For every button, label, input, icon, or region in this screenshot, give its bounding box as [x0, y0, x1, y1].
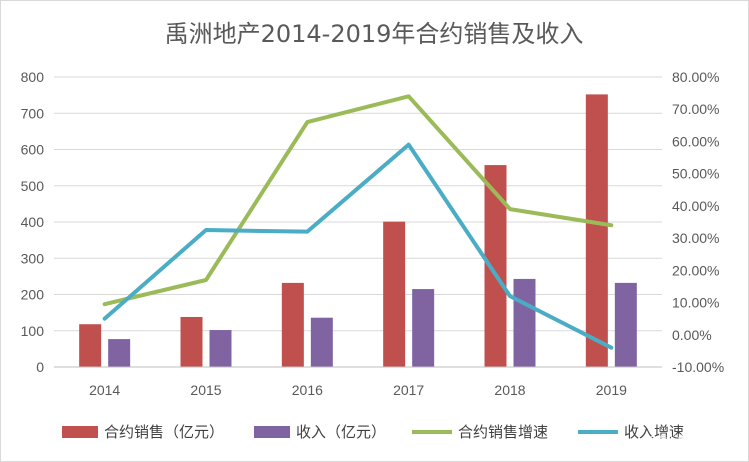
left-tick-label: 800 — [21, 69, 45, 85]
left-tick-label: 0 — [36, 359, 44, 375]
bar-revenue — [108, 339, 131, 367]
right-tick-label: 60.00% — [672, 133, 719, 149]
x-tick-label: 2019 — [596, 382, 627, 398]
legend-contract-sales-swatch — [62, 426, 98, 438]
bar-contract-sales — [281, 282, 304, 367]
bar-revenue — [614, 282, 637, 367]
right-tick-label: 80.00% — [672, 69, 719, 85]
left-tick-label: 600 — [21, 142, 45, 158]
legend-contract-sales-label: 合约销售（亿元） — [104, 423, 224, 441]
bar-contract-sales — [383, 221, 406, 367]
right-tick-label: 70.00% — [672, 101, 719, 117]
left-tick-label: 500 — [21, 178, 45, 194]
line-revenue-growth — [102, 142, 614, 350]
chart-title: 禹洲地产2014-2019年合约销售及收入 — [165, 20, 584, 48]
x-tick-label: 2017 — [393, 382, 424, 398]
x-axis-ticks: 2014 2015 2016 2017 2018 2019 — [89, 382, 627, 398]
right-tick-label: -10.00% — [672, 359, 724, 375]
bar-contract-sales — [180, 316, 203, 367]
right-axis-ticks: -10.00% 0.00% 10.00% 20.00% 30.00% 40.00% 50.0… — [672, 69, 724, 375]
bar-revenue — [513, 278, 536, 367]
bar-revenue — [209, 330, 232, 367]
right-tick-label: 0.00% — [672, 327, 712, 343]
right-tick-label: 20.00% — [672, 262, 719, 278]
x-tick-label: 2016 — [292, 382, 323, 398]
legend-contract-sales-growth-label: 合约销售增速 — [458, 423, 548, 441]
legend-revenue-swatch — [254, 426, 290, 438]
left-tick-label: 700 — [21, 105, 45, 121]
bar-contract-sales — [585, 94, 608, 368]
left-axis-ticks: 0 100 200 300 400 500 600 700 800 — [21, 69, 45, 375]
bars — [79, 94, 637, 368]
bar-contract-sales — [79, 324, 102, 367]
left-tick-label: 300 — [21, 250, 45, 266]
right-tick-label: 40.00% — [672, 198, 719, 214]
legend-revenue-label: 收入（亿元） — [296, 423, 386, 441]
watermark: @智通财经APP — [646, 434, 742, 450]
left-tick-label: 200 — [21, 287, 45, 303]
right-tick-label: 30.00% — [672, 230, 719, 246]
x-tick-label: 2014 — [89, 382, 120, 398]
bar-contract-sales — [484, 165, 507, 367]
x-tick-label: 2015 — [190, 382, 221, 398]
right-tick-label: 10.00% — [672, 295, 719, 311]
lines — [102, 94, 614, 350]
line-contract-sales-growth — [102, 94, 614, 307]
legend: 合约销售（亿元） 收入（亿元） 合约销售增速 收入增速 — [62, 423, 684, 441]
left-tick-label: 100 — [21, 323, 45, 339]
left-tick-label: 400 — [21, 214, 45, 230]
bar-revenue — [310, 317, 333, 367]
right-tick-label: 50.00% — [672, 166, 719, 182]
x-tick-label: 2018 — [494, 382, 525, 398]
legend-revenue-growth-label: 收入增速 — [624, 423, 684, 441]
bar-revenue — [412, 289, 435, 367]
